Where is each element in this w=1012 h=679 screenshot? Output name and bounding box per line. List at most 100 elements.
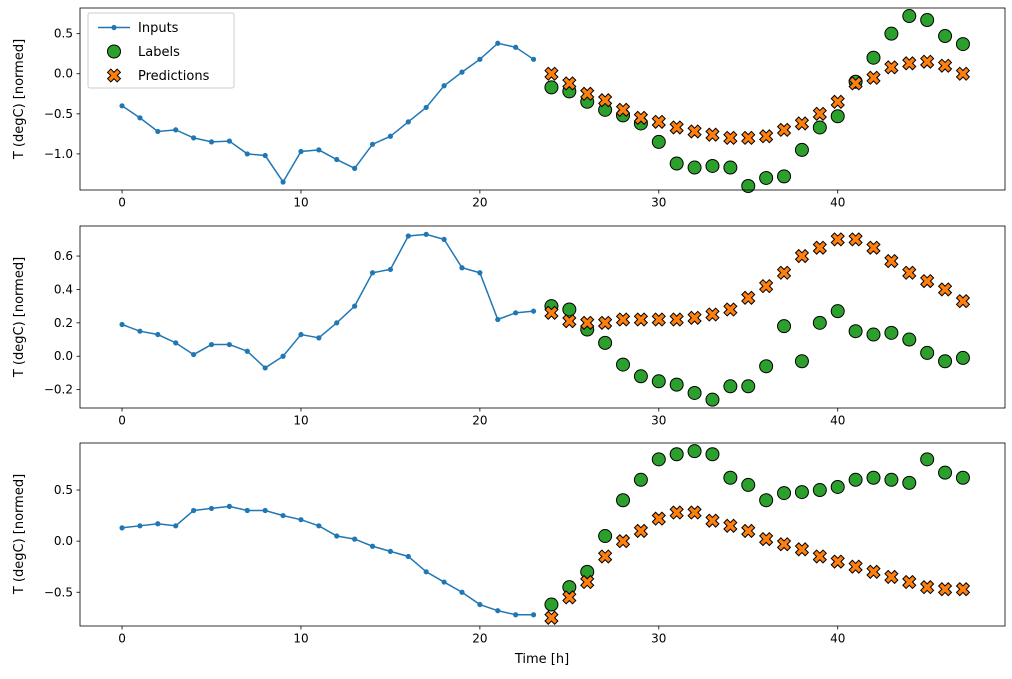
inputs-point-marker bbox=[387, 266, 394, 273]
x-tick-label: 20 bbox=[472, 414, 487, 428]
inputs-point-marker bbox=[316, 335, 322, 341]
inputs-point-marker bbox=[208, 341, 215, 348]
inputs-point-marker bbox=[316, 523, 322, 529]
inputs-point-marker bbox=[530, 56, 537, 62]
predictions-x-marker bbox=[937, 282, 953, 297]
inputs-point-marker bbox=[137, 523, 143, 529]
inputs-point-marker bbox=[262, 507, 268, 514]
predictions-x-marker bbox=[723, 518, 738, 533]
predictions-x-marker bbox=[937, 582, 953, 597]
inputs-point-marker bbox=[477, 601, 483, 608]
legend: Inputs Labels Predictions bbox=[87, 12, 235, 89]
legend-circle-sample bbox=[107, 44, 121, 59]
inputs-point-marker bbox=[191, 507, 197, 514]
labels-circle-marker bbox=[794, 142, 809, 157]
predictions-x-marker bbox=[812, 106, 827, 121]
labels-circle-marker bbox=[955, 37, 970, 52]
labels-circle-marker bbox=[616, 357, 631, 372]
inputs-point-marker bbox=[477, 270, 483, 276]
inputs-point-marker bbox=[244, 348, 250, 354]
inputs-point-marker bbox=[244, 151, 250, 157]
labels-circle-marker bbox=[830, 109, 845, 124]
labels-circle-marker bbox=[848, 472, 863, 487]
labels-circle-marker bbox=[705, 447, 720, 462]
predictions-x-marker bbox=[848, 76, 863, 91]
predictions-x-marker bbox=[705, 513, 720, 528]
y-tick-label: 0.4 bbox=[54, 282, 73, 296]
labels-circle-marker bbox=[669, 377, 684, 392]
y-tick-label: 0.0 bbox=[54, 349, 73, 363]
labels-circle-marker bbox=[616, 493, 631, 508]
inputs-point-marker bbox=[513, 44, 519, 50]
x-tick-label: 20 bbox=[472, 196, 487, 210]
labels-circle-marker bbox=[633, 472, 648, 487]
y-tick-label: 0.6 bbox=[54, 249, 73, 263]
predictions-x-marker bbox=[705, 307, 720, 322]
predictions-x-marker bbox=[597, 93, 613, 108]
inputs-point-marker bbox=[352, 165, 358, 171]
labels-circle-marker bbox=[687, 385, 702, 400]
labels-circle-marker bbox=[705, 158, 720, 173]
inputs-point-marker bbox=[441, 236, 447, 242]
predictions-x-marker bbox=[759, 129, 774, 144]
inputs-point-marker bbox=[155, 128, 161, 135]
legend-box bbox=[87, 12, 235, 89]
x-tick-label: 10 bbox=[293, 196, 308, 210]
labels-circle-marker bbox=[759, 170, 774, 185]
inputs-point-marker bbox=[530, 308, 537, 314]
predictions-x-marker bbox=[562, 590, 577, 605]
labels-circle-marker bbox=[866, 327, 881, 342]
predictions-x-marker bbox=[902, 265, 917, 280]
predictions-x-marker bbox=[723, 130, 738, 146]
inputs-point-marker bbox=[459, 69, 465, 75]
x-tick-label: 30 bbox=[651, 414, 666, 428]
y-tick-label: −0.5 bbox=[44, 585, 73, 599]
labels-circle-marker bbox=[687, 160, 702, 175]
predictions-x-marker bbox=[759, 278, 774, 294]
predictions-x-marker bbox=[920, 580, 935, 595]
y-tick-label: −0.2 bbox=[44, 383, 73, 397]
inputs-point-marker bbox=[208, 139, 215, 145]
inputs-point-marker bbox=[298, 148, 304, 155]
predictions-x-marker bbox=[651, 511, 666, 526]
legend-entry-labels: Labels bbox=[107, 44, 180, 60]
labels-circle-marker bbox=[651, 134, 666, 149]
inputs-point-marker bbox=[208, 505, 215, 512]
labels-circle-marker bbox=[794, 485, 809, 500]
axes-frame bbox=[79, 7, 1006, 191]
x-tick-label: 0 bbox=[118, 196, 126, 210]
labels-circle-marker bbox=[938, 29, 953, 44]
labels-circle-marker bbox=[902, 9, 917, 24]
inputs-point-marker bbox=[334, 533, 340, 539]
inputs-line bbox=[121, 505, 534, 616]
labels-circle-marker bbox=[812, 483, 827, 498]
inputs-point-marker bbox=[334, 156, 340, 163]
predictions-x-marker bbox=[955, 582, 971, 597]
legend-label: Predictions bbox=[138, 69, 210, 84]
predictions-x-marker bbox=[651, 114, 666, 129]
predictions-x-marker bbox=[687, 124, 702, 139]
series-predictions bbox=[544, 232, 971, 330]
labels-circle-marker bbox=[598, 335, 613, 350]
inputs-point-marker bbox=[191, 351, 197, 358]
labels-circle-marker bbox=[741, 178, 756, 193]
subplot-3: 0 10 20 30 40 0.5 0.0 −0.5 bbox=[44, 442, 1006, 646]
inputs-point-marker bbox=[423, 569, 429, 575]
axes-frame bbox=[79, 225, 1006, 409]
predictions-x-marker bbox=[597, 549, 613, 564]
labels-circle-marker bbox=[544, 597, 559, 612]
labels-circle-marker bbox=[759, 359, 774, 374]
labels-circle-marker bbox=[705, 392, 720, 407]
inputs-point-marker bbox=[513, 310, 519, 316]
predictions-x-marker bbox=[580, 574, 595, 590]
predictions-x-marker bbox=[669, 120, 684, 135]
inputs-point-marker bbox=[441, 83, 447, 89]
labels-circle-marker bbox=[562, 302, 577, 317]
series-labels bbox=[544, 444, 970, 612]
labels-circle-marker bbox=[830, 479, 845, 494]
y-tick-label: 0.5 bbox=[54, 483, 73, 497]
predictions-x-marker bbox=[633, 312, 649, 327]
inputs-point-marker bbox=[298, 331, 304, 338]
labels-circle-marker bbox=[633, 369, 648, 384]
